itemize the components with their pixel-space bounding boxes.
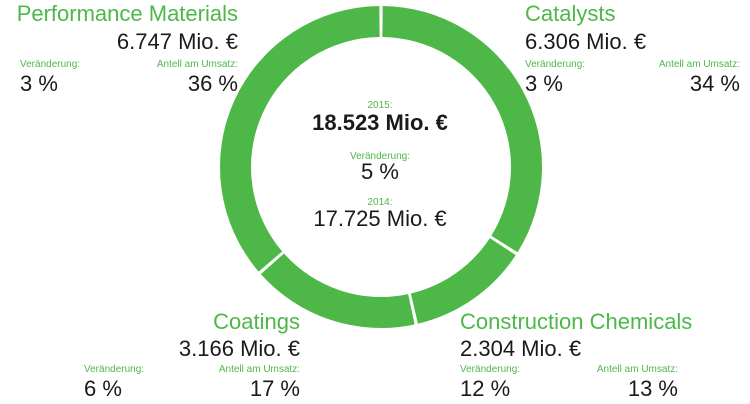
change-value: 3 % (20, 71, 58, 96)
segment-title: Construction Chemicals (460, 309, 693, 334)
share-label: Antell am Umsatz: (596, 364, 678, 375)
change-label: Veränderung: (20, 59, 81, 70)
donut-slice-coatings (260, 253, 415, 328)
segment-value: 3.166 Mio. € (178, 336, 300, 361)
center-value-current: 18.523 Mio. € (312, 110, 448, 135)
change-label: Veränderung: (525, 59, 586, 70)
donut-slice-catalysts (382, 6, 543, 253)
segment-title: Performance Materials (16, 1, 238, 26)
change-value: 6 % (84, 376, 122, 401)
share-value: 13 % (627, 376, 678, 401)
center-change-value: 5 % (361, 159, 399, 184)
share-value: 36 % (187, 71, 238, 96)
donut-slice-construction-chemicals (410, 238, 516, 324)
center-year-previous-label: 2014: (367, 197, 393, 208)
change-label: Veränderung: (84, 364, 145, 375)
center-year-current-label: 2015: (367, 100, 393, 111)
change-value: 3 % (525, 71, 563, 96)
segment-value: 6.747 Mio. € (116, 29, 238, 54)
center-change-label: Veränderung: (349, 151, 411, 162)
segment-title: Coatings (213, 309, 300, 334)
share-label: Antell am Umsatz: (658, 59, 740, 70)
segment-title: Catalysts (525, 1, 616, 26)
share-value: 34 % (689, 71, 740, 96)
segment-value: 2.304 Mio. € (460, 336, 582, 361)
donut-slice-performance-materials (220, 6, 380, 272)
share-label: Antell am Umsatz: (156, 59, 238, 70)
center-value-previous: 17.725 Mio. € (313, 206, 447, 231)
change-value: 12 % (460, 376, 511, 401)
segment-value: 6.306 Mio. € (525, 29, 647, 54)
share-value: 17 % (249, 376, 300, 401)
share-label: Antell am Umsatz: (218, 364, 300, 375)
change-label: Veränderung: (460, 364, 521, 375)
